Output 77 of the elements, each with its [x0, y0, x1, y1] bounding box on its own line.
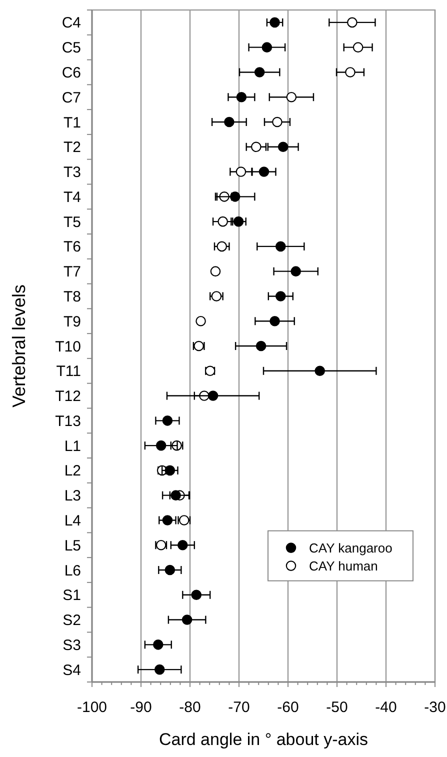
point — [162, 515, 173, 526]
point — [216, 241, 227, 252]
point — [153, 640, 164, 650]
point — [182, 614, 192, 625]
y-tick-label: T13 — [55, 412, 81, 430]
point — [254, 67, 265, 78]
y-tick-label: T6 — [63, 238, 81, 256]
point — [162, 416, 173, 426]
point — [270, 17, 280, 28]
x-tick-label: -100 — [76, 699, 108, 716]
y-tick-label: S1 — [62, 587, 81, 604]
y-tick-label: T11 — [56, 363, 81, 380]
y-tick-label: C7 — [62, 89, 81, 106]
y-tick-label: T7 — [63, 264, 81, 281]
point — [208, 390, 218, 401]
point — [278, 142, 288, 152]
x-axis-title: Card angle in ° about y-axis — [158, 730, 368, 749]
y-tick-label: L2 — [64, 462, 81, 480]
x-tick-label: -40 — [375, 699, 397, 716]
y-tick-label: T2 — [63, 139, 81, 156]
y-tick-label: S4 — [62, 662, 81, 679]
y-tick-label: T9 — [63, 313, 81, 330]
point — [347, 17, 358, 28]
y-tick-label: C5 — [62, 40, 81, 57]
point — [164, 564, 176, 576]
legend-label: CAY human — [309, 558, 378, 574]
point — [224, 116, 234, 128]
point — [270, 316, 280, 326]
point — [170, 490, 181, 500]
y-tick-label: T10 — [55, 338, 81, 356]
point — [196, 316, 206, 326]
point — [276, 241, 286, 252]
point — [178, 540, 188, 550]
y-tick-label: C6 — [62, 64, 81, 82]
x-tick-label: -60 — [277, 699, 299, 716]
y-tick-label: L4 — [64, 512, 81, 530]
x-tick-label: -70 — [228, 699, 250, 716]
y-tick-label: S2 — [62, 612, 81, 630]
y-tick-label: T1 — [63, 114, 81, 132]
point — [218, 216, 228, 227]
y-tick-label: S3 — [62, 636, 81, 654]
y-tick-label: T3 — [63, 164, 81, 182]
point — [191, 590, 202, 600]
y-tick-label: C4 — [62, 14, 81, 32]
point — [236, 166, 246, 177]
point — [256, 340, 266, 352]
point — [314, 366, 325, 376]
y-tick-label: T4 — [63, 188, 81, 206]
x-tick-label: -30 — [424, 699, 446, 716]
point — [211, 291, 222, 302]
point — [345, 67, 356, 78]
y-tick-label: T5 — [63, 214, 81, 231]
point — [262, 42, 272, 52]
y-axis-title: Vertebral levels — [9, 284, 29, 408]
y-tick-label: T8 — [63, 288, 81, 306]
point — [230, 192, 240, 202]
point — [156, 440, 166, 451]
point — [164, 465, 176, 476]
y-tick-label: L6 — [64, 562, 81, 580]
point — [272, 116, 282, 128]
y-tick-label: L3 — [64, 488, 81, 505]
point — [210, 266, 221, 276]
x-tick-label: -90 — [130, 699, 152, 716]
point — [258, 166, 270, 177]
x-tick-label: -80 — [179, 699, 201, 716]
y-tick-label: L1 — [64, 438, 81, 455]
point — [286, 92, 297, 102]
point — [251, 142, 262, 152]
point — [276, 291, 286, 302]
point — [236, 92, 247, 102]
x-tick-label: -50 — [326, 699, 348, 716]
point — [290, 266, 301, 276]
point — [352, 42, 364, 52]
point — [154, 664, 165, 675]
y-tick-label: T12 — [55, 388, 81, 406]
legend-label: CAY kangaroo — [309, 540, 392, 556]
y-tick-label: L5 — [64, 537, 81, 554]
